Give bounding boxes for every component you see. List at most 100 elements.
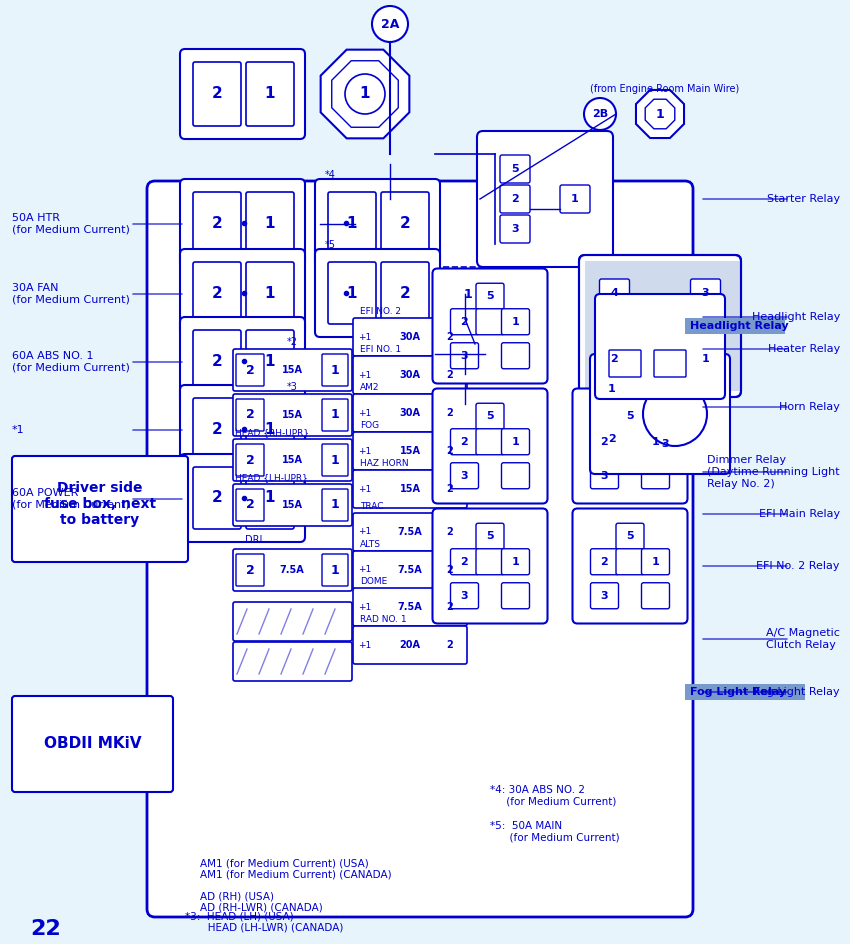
Text: 2: 2 [446, 484, 453, 494]
Text: 1: 1 [347, 215, 357, 230]
Text: 2: 2 [446, 527, 453, 537]
Text: Horn Relay: Horn Relay [779, 402, 840, 412]
Text: 1: 1 [331, 363, 339, 377]
FancyBboxPatch shape [180, 249, 305, 337]
Text: TRAC: TRAC [360, 502, 383, 511]
Text: Headlight Relay: Headlight Relay [751, 312, 840, 322]
FancyBboxPatch shape [246, 262, 294, 324]
FancyBboxPatch shape [500, 215, 530, 243]
Text: 15A: 15A [281, 410, 303, 420]
Text: 22: 22 [30, 919, 60, 939]
FancyBboxPatch shape [560, 185, 590, 213]
Text: OBDII MKiV: OBDII MKiV [44, 736, 142, 751]
FancyBboxPatch shape [180, 49, 305, 139]
Text: 15A: 15A [400, 446, 421, 456]
Text: 1: 1 [264, 422, 275, 436]
Text: 15A: 15A [400, 484, 421, 494]
FancyBboxPatch shape [590, 354, 730, 474]
FancyBboxPatch shape [353, 626, 467, 664]
FancyBboxPatch shape [353, 318, 467, 356]
FancyBboxPatch shape [616, 429, 644, 455]
Text: 15A: 15A [281, 500, 303, 510]
Text: 15A: 15A [281, 455, 303, 465]
FancyBboxPatch shape [193, 330, 241, 392]
Text: EFI No. 2 Relay: EFI No. 2 Relay [756, 561, 840, 571]
Text: 1: 1 [264, 353, 275, 368]
FancyBboxPatch shape [502, 343, 530, 369]
Text: 5: 5 [626, 531, 634, 541]
Text: 2: 2 [246, 409, 254, 422]
Text: +1: +1 [359, 640, 371, 649]
Text: 1: 1 [264, 285, 275, 300]
FancyBboxPatch shape [381, 262, 429, 324]
Text: 2: 2 [400, 285, 411, 300]
FancyBboxPatch shape [500, 155, 530, 183]
Text: 1: 1 [512, 317, 519, 327]
Text: 5: 5 [486, 531, 494, 541]
Text: EFI NO. 2: EFI NO. 2 [360, 307, 401, 316]
Text: *2: *2 [286, 337, 298, 347]
Text: 2: 2 [212, 491, 223, 505]
Text: 1: 1 [331, 498, 339, 512]
FancyBboxPatch shape [322, 354, 348, 386]
Text: 5: 5 [486, 412, 494, 421]
Text: 2: 2 [446, 408, 453, 418]
FancyBboxPatch shape [353, 356, 467, 394]
Text: 30A: 30A [400, 332, 421, 342]
Text: 3: 3 [461, 591, 468, 600]
Polygon shape [645, 99, 675, 128]
FancyBboxPatch shape [476, 429, 504, 455]
FancyBboxPatch shape [193, 398, 241, 460]
FancyBboxPatch shape [236, 554, 264, 586]
FancyBboxPatch shape [193, 62, 241, 126]
FancyBboxPatch shape [502, 582, 530, 609]
Circle shape [345, 74, 385, 114]
FancyBboxPatch shape [193, 192, 241, 254]
Text: 1: 1 [512, 437, 519, 447]
FancyBboxPatch shape [502, 463, 530, 489]
Text: 4: 4 [610, 288, 619, 298]
Text: 2: 2 [601, 557, 609, 566]
FancyBboxPatch shape [476, 523, 504, 549]
Text: 2: 2 [246, 363, 254, 377]
Text: 2: 2 [212, 215, 223, 230]
FancyBboxPatch shape [12, 696, 173, 792]
Text: (from Engine Room Main Wire): (from Engine Room Main Wire) [590, 84, 740, 94]
FancyBboxPatch shape [180, 179, 305, 267]
FancyBboxPatch shape [640, 306, 680, 346]
FancyBboxPatch shape [616, 548, 644, 575]
FancyBboxPatch shape [685, 684, 805, 700]
Text: 2: 2 [461, 317, 468, 327]
FancyBboxPatch shape [616, 523, 644, 549]
FancyBboxPatch shape [690, 279, 721, 307]
Text: FOG: FOG [360, 421, 379, 430]
Text: 2: 2 [446, 370, 453, 380]
Text: 30A FAN
(for Medium Current): 30A FAN (for Medium Current) [12, 283, 130, 305]
Text: 1: 1 [571, 194, 579, 204]
Text: +1: +1 [359, 370, 371, 379]
Text: 1: 1 [347, 285, 357, 300]
Text: +1: +1 [359, 447, 371, 456]
Text: 60A ABS NO. 1
(for Medium Current): 60A ABS NO. 1 (for Medium Current) [12, 351, 130, 373]
Text: +1: +1 [359, 602, 371, 612]
FancyBboxPatch shape [236, 489, 264, 521]
Text: 1: 1 [608, 384, 616, 394]
FancyBboxPatch shape [502, 548, 530, 575]
FancyBboxPatch shape [381, 192, 429, 254]
Text: ALTS: ALTS [360, 540, 381, 549]
FancyBboxPatch shape [233, 602, 352, 641]
Text: 2: 2 [511, 194, 518, 204]
Circle shape [372, 6, 408, 42]
Text: 30A: 30A [400, 370, 421, 380]
Text: Starter Relay: Starter Relay [767, 194, 840, 204]
Text: Dimmer Relay
(Daytime Running Light
Relay No. 2): Dimmer Relay (Daytime Running Light Rela… [707, 455, 840, 489]
Polygon shape [332, 60, 399, 127]
FancyBboxPatch shape [353, 551, 467, 589]
Text: DRL: DRL [245, 535, 265, 545]
FancyBboxPatch shape [147, 181, 693, 917]
FancyBboxPatch shape [193, 467, 241, 529]
Text: 7.5A: 7.5A [280, 565, 304, 575]
FancyBboxPatch shape [246, 192, 294, 254]
Circle shape [643, 382, 707, 446]
FancyBboxPatch shape [233, 394, 352, 436]
